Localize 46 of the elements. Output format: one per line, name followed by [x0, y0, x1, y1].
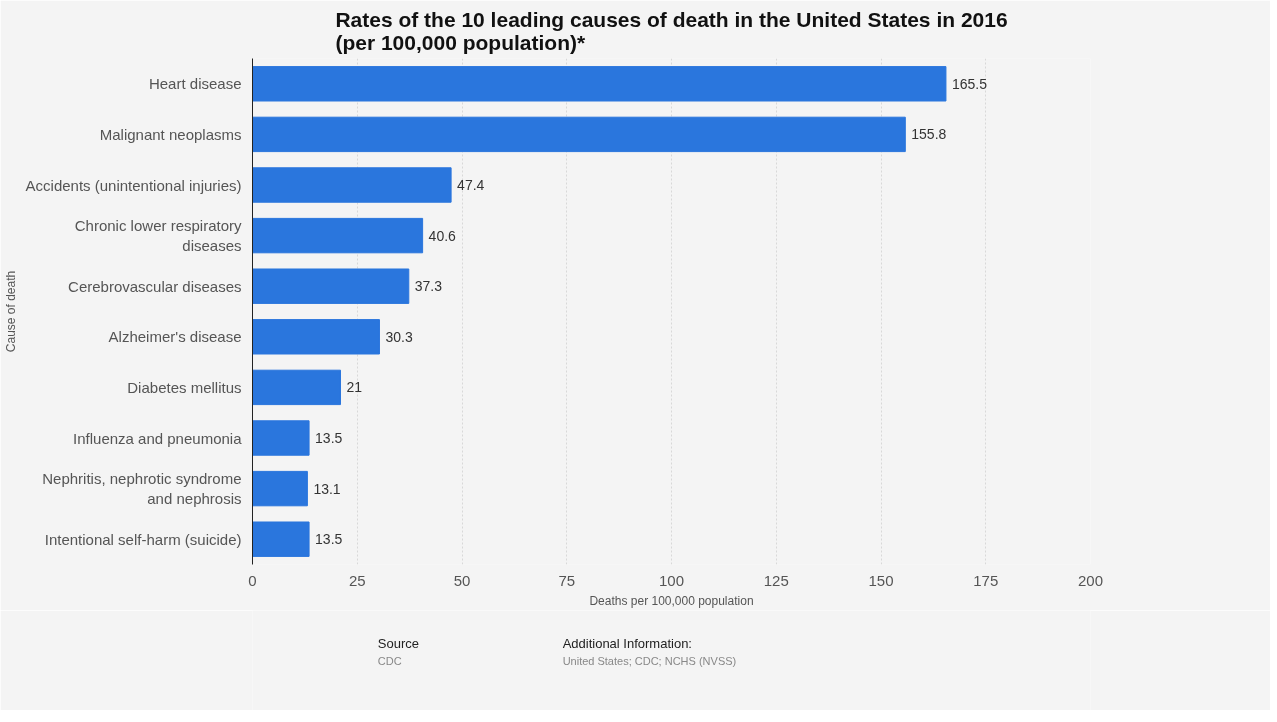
bar — [252, 420, 310, 456]
y-tick-label: Influenza and pneumonia — [73, 429, 243, 447]
text: United States; CDC; NCHS (NVSS) — [562, 654, 737, 667]
bar — [252, 470, 308, 507]
y-tick-label: Accidents (unintentional injuries) — [25, 176, 242, 194]
data-label: 37.3 — [414, 278, 443, 295]
x-tick-label: 50 — [453, 571, 471, 589]
x-tick-label: 25 — [348, 571, 366, 589]
bar — [252, 319, 380, 355]
y-tick-label: Chronic lower respiratory diseases — [74, 216, 242, 255]
data-label: 13.5 — [315, 531, 343, 548]
x-tick-label: 200 — [1077, 571, 1104, 589]
text: Source — [377, 635, 420, 651]
x-tick-label: 100 — [658, 571, 685, 589]
x-tick-label: 0 — [248, 571, 257, 589]
data-label: 155.8 — [911, 126, 947, 143]
data-label: 47.4 — [457, 177, 485, 193]
y-axis-title: Cause of death — [3, 270, 18, 353]
x-tick-label: 125 — [763, 571, 789, 589]
data-label: 21 — [346, 379, 363, 396]
y-tick-label: Nephritis, nephrotic syndrome and nephrosis — [42, 469, 242, 508]
data-label: 165.5 — [951, 75, 988, 92]
data-label: 30.3 — [385, 328, 413, 345]
y-tick-label: Heart disease — [148, 75, 242, 93]
bar — [252, 521, 310, 557]
x-tick-label: 75 — [558, 571, 576, 589]
bar — [252, 167, 452, 203]
data-label: 13.5 — [315, 430, 343, 446]
y-tick-label: Diabetes mellitus — [127, 378, 242, 396]
y-tick-label: Intentional self-harm (suicide) — [44, 530, 242, 548]
data-label: 40.6 — [428, 227, 457, 244]
bar — [252, 369, 341, 406]
x-axis-title: Deaths per 100,000 population — [589, 593, 754, 608]
bar — [252, 66, 947, 102]
y-tick-label: Cerebrovascular diseases — [68, 277, 242, 295]
text: CDC — [377, 654, 402, 667]
bar — [252, 217, 424, 254]
text: Additional Information: — [562, 635, 692, 651]
bar — [252, 116, 906, 153]
x-tick-label: 150 — [868, 571, 894, 589]
bar — [252, 268, 410, 304]
data-label: 13.1 — [313, 480, 341, 497]
y-tick-label: Alzheimer's disease — [108, 328, 242, 346]
chart-title: Rates of the 10 leading causes of death in the United States in 2016 (per 100,000 population)* — [335, 7, 1008, 54]
x-tick-label: 175 — [973, 571, 999, 589]
y-tick-label: Malignant neoplasms — [99, 125, 242, 143]
